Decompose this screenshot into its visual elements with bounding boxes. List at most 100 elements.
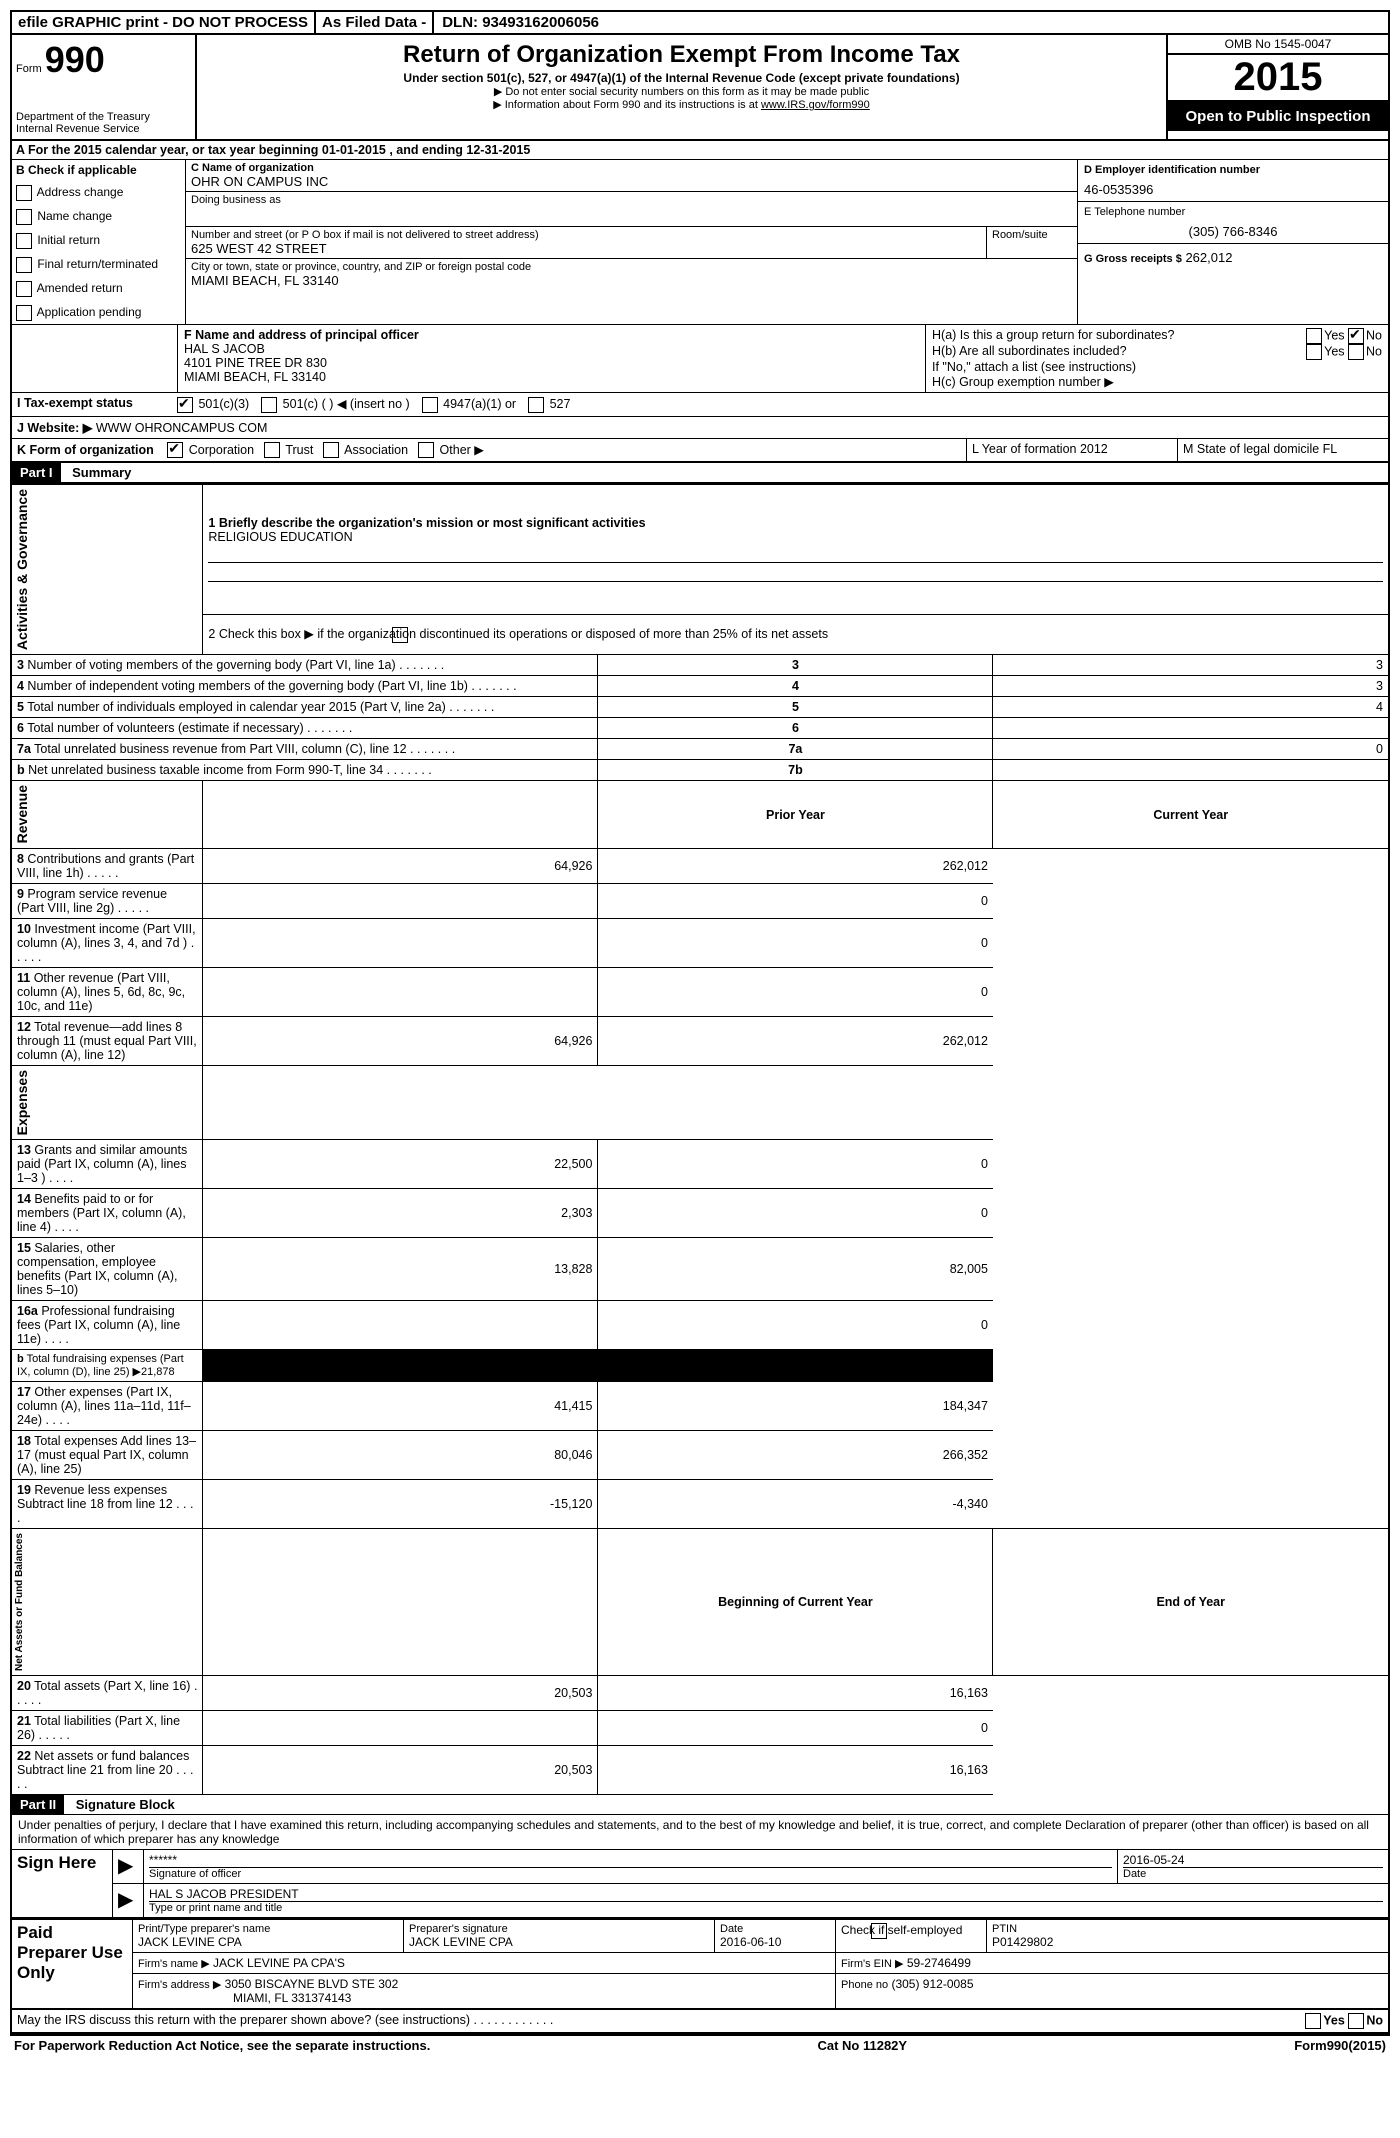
i-checkbox[interactable] bbox=[528, 397, 544, 413]
b-item: Application pending bbox=[16, 305, 181, 321]
net-row: 22 Net assets or fund balances Subtract … bbox=[11, 1746, 1389, 1795]
b-checkbox[interactable] bbox=[16, 233, 32, 249]
firm-phone: (305) 912-0085 bbox=[891, 1977, 973, 1991]
footer-left: For Paperwork Reduction Act Notice, see … bbox=[14, 2038, 430, 2053]
k-checkbox[interactable] bbox=[323, 442, 339, 458]
b-item: Address change bbox=[16, 185, 181, 201]
note2: ▶ Information about Form 990 and its ins… bbox=[203, 98, 1160, 111]
prep-h5: PTIN bbox=[992, 1923, 1383, 1935]
discuss-yes-checkbox[interactable] bbox=[1305, 2013, 1321, 2029]
sig-date: 2016-05-24 bbox=[1123, 1853, 1383, 1867]
street-value: 625 WEST 42 STREET bbox=[191, 241, 981, 256]
prep-h3: Date bbox=[720, 1923, 830, 1935]
perjury-text: Under penalties of perjury, I declare th… bbox=[10, 1815, 1390, 1849]
exp-row: 13 Grants and similar amounts paid (Part… bbox=[11, 1140, 1389, 1189]
k-checkbox[interactable] bbox=[167, 442, 183, 458]
discuss-no-checkbox[interactable] bbox=[1348, 2013, 1364, 2029]
exp-row: b Total fundraising expenses (Part IX, c… bbox=[11, 1350, 1389, 1382]
phone-value: (305) 766-8346 bbox=[1084, 224, 1382, 239]
b-item: Initial return bbox=[16, 233, 181, 249]
prep-sig: JACK LEVINE CPA bbox=[409, 1935, 709, 1949]
part2-header: Part II Signature Block bbox=[10, 1795, 1390, 1815]
exp-row: 18 Total expenses Add lines 13–17 (must … bbox=[11, 1431, 1389, 1480]
self-employed-checkbox[interactable] bbox=[871, 1923, 887, 1939]
sign-table: Sign Here ▶ ****** Signature of officer … bbox=[10, 1849, 1390, 1919]
q1-answer: RELIGIOUS EDUCATION bbox=[208, 530, 1383, 544]
gross-receipts: 262,012 bbox=[1185, 250, 1232, 265]
k-checkbox[interactable] bbox=[418, 442, 434, 458]
ha-yes-checkbox[interactable] bbox=[1306, 328, 1322, 344]
ein-label: Firm's EIN ▶ bbox=[841, 1958, 904, 1970]
rev-row: 11 Other revenue (Part VIII, column (A),… bbox=[11, 967, 1389, 1016]
k-checkbox[interactable] bbox=[264, 442, 280, 458]
addr-label: Firm's address ▶ bbox=[138, 1979, 221, 1991]
footer-right: Form990(2015) bbox=[1294, 2038, 1386, 2053]
discuss-row: May the IRS discuss this return with the… bbox=[10, 2010, 1390, 2034]
b-item: Final return/terminated bbox=[16, 257, 181, 273]
b-checkbox[interactable] bbox=[16, 257, 32, 273]
exp-row: 19 Revenue less expenses Subtract line 1… bbox=[11, 1480, 1389, 1529]
part2-title: Signature Block bbox=[68, 1797, 175, 1812]
exp-row: 14 Benefits paid to or for members (Part… bbox=[11, 1189, 1389, 1238]
b-checkbox[interactable] bbox=[16, 281, 32, 297]
part1-header: Part I Summary bbox=[10, 463, 1390, 484]
exp-row: 17 Other expenses (Part IX, column (A), … bbox=[11, 1382, 1389, 1431]
part1-label: Part I bbox=[12, 463, 61, 482]
irs-label: Internal Revenue Service bbox=[16, 123, 191, 135]
discuss-text: May the IRS discuss this return with the… bbox=[17, 2013, 1305, 2029]
rev-row: 10 Investment income (Part VIII, column … bbox=[11, 918, 1389, 967]
col-prior: Prior Year bbox=[598, 781, 993, 848]
website-value: WWW OHRONCAMPUS COM bbox=[96, 421, 268, 435]
dba-label: Doing business as bbox=[191, 194, 1072, 206]
part2-label: Part II bbox=[12, 1795, 64, 1814]
ein-value: 46-0535396 bbox=[1084, 182, 1382, 197]
dept-label: Department of the Treasury bbox=[16, 111, 191, 123]
form-subtitle: Under section 501(c), 527, or 4947(a)(1)… bbox=[203, 71, 1160, 85]
irs-link[interactable]: www.IRS.gov/form990 bbox=[761, 99, 870, 111]
l-value: L Year of formation 2012 bbox=[967, 439, 1178, 462]
c-name-label: C Name of organization bbox=[191, 162, 1072, 174]
omb-label: OMB No 1545-0047 bbox=[1168, 35, 1388, 55]
sig-date-label: Date bbox=[1123, 1867, 1383, 1880]
hc-label: H(c) Group exemption number ▶ bbox=[932, 374, 1382, 389]
header-mid: Return of Organization Exempt From Incom… bbox=[197, 35, 1168, 139]
hb-no-checkbox[interactable] bbox=[1348, 344, 1364, 360]
b-item: Name change bbox=[16, 209, 181, 225]
section-b: B Check if applicable Address change Nam… bbox=[12, 160, 186, 324]
firm-ein: 59-2746499 bbox=[907, 1956, 971, 1970]
i-checkbox[interactable] bbox=[261, 397, 277, 413]
form-number: 990 bbox=[45, 39, 105, 80]
ha-no-checkbox[interactable] bbox=[1348, 328, 1364, 344]
street-label: Number and street (or P O box if mail is… bbox=[191, 229, 981, 241]
open-inspection: Open to Public Inspection bbox=[1168, 102, 1388, 131]
sig-name-label: Type or print name and title bbox=[149, 1901, 1383, 1914]
efile-label: efile GRAPHIC print - DO NOT PROCESS bbox=[12, 12, 316, 33]
b-checkbox[interactable] bbox=[16, 185, 32, 201]
firm-label: Firm's name ▶ bbox=[138, 1958, 210, 1970]
line-a: A For the 2015 calendar year, or tax yea… bbox=[10, 141, 1390, 160]
form-title: Return of Organization Exempt From Incom… bbox=[203, 41, 1160, 69]
d-label: D Employer identification number bbox=[1084, 164, 1382, 176]
rev-row: 9 Program service revenue (Part VIII, li… bbox=[11, 883, 1389, 918]
vert-gov: Activities & Governance bbox=[12, 485, 32, 654]
g-label: G Gross receipts $ bbox=[1084, 253, 1182, 265]
vert-exp: Expenses bbox=[12, 1066, 32, 1139]
i-label: I Tax-exempt status bbox=[17, 396, 177, 413]
org-name: OHR ON CAMPUS INC bbox=[191, 174, 1072, 189]
sign-here-label: Sign Here bbox=[11, 1850, 113, 1919]
section-b-label: B Check if applicable bbox=[16, 163, 181, 177]
q2-checkbox[interactable] bbox=[392, 627, 408, 643]
b-checkbox[interactable] bbox=[16, 305, 32, 321]
room-label: Room/suite bbox=[987, 227, 1077, 258]
i-checkbox[interactable] bbox=[422, 397, 438, 413]
h-note: If "No," attach a list (see instructions… bbox=[932, 360, 1382, 374]
col-end: End of Year bbox=[993, 1529, 1389, 1676]
b-checkbox[interactable] bbox=[16, 209, 32, 225]
header-right: OMB No 1545-0047 2015 Open to Public Ins… bbox=[1168, 35, 1388, 139]
hb-label: H(b) Are all subordinates included? bbox=[932, 344, 1127, 360]
q1: 1 Briefly describe the organization's mi… bbox=[208, 516, 1383, 530]
ha-yesno: Yes No bbox=[1306, 328, 1382, 344]
i-checkbox[interactable] bbox=[177, 397, 193, 413]
hb-yes-checkbox[interactable] bbox=[1306, 344, 1322, 360]
col-begin: Beginning of Current Year bbox=[598, 1529, 993, 1676]
